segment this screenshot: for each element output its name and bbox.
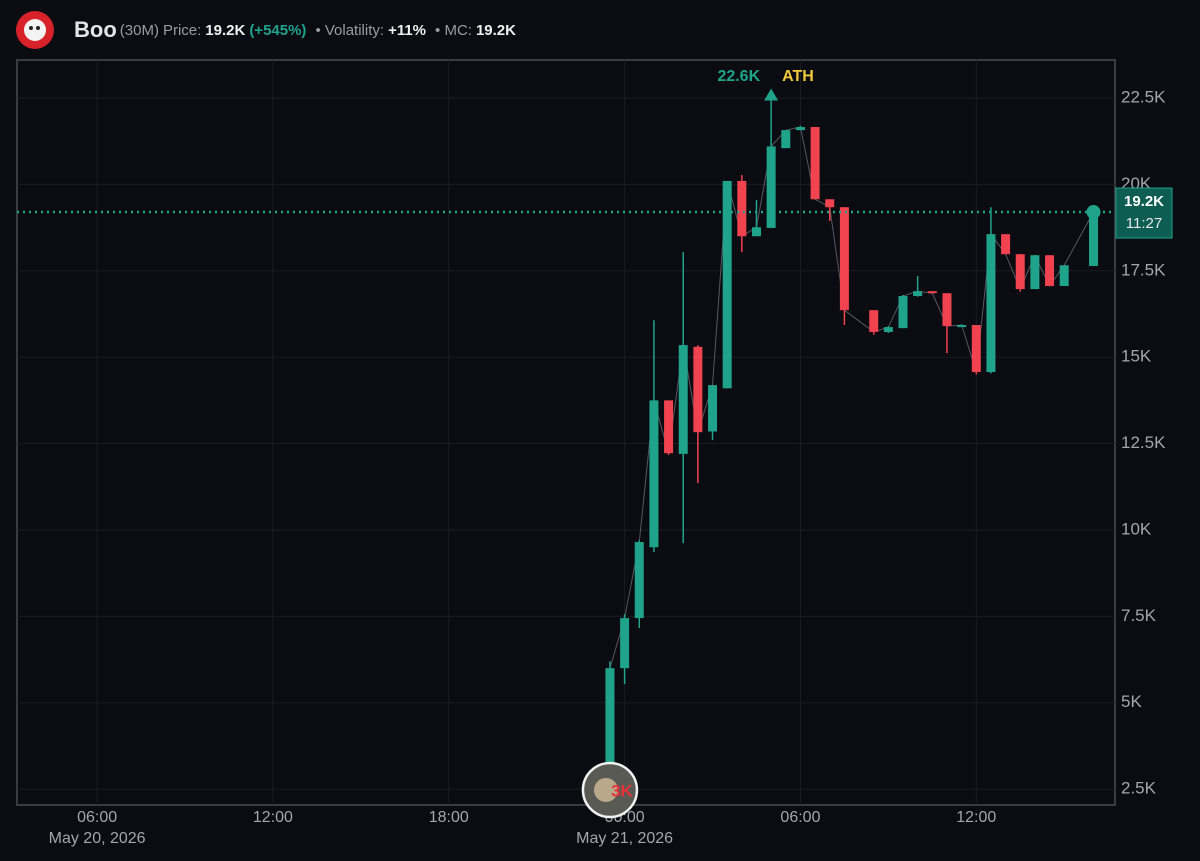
launch-marker-face: [593, 778, 618, 802]
candle-body: [971, 325, 981, 373]
launch-marker-label: 3K: [611, 781, 633, 800]
date-label: May 20, 2026: [49, 830, 146, 847]
price-tag-value: 19.2K: [1124, 193, 1164, 210]
candle-body: [605, 668, 615, 774]
volatility-label: • Volatility:: [315, 22, 384, 39]
token-name: Boo: [74, 17, 117, 42]
last-price-dot: [1086, 205, 1101, 220]
y-tick-label: 17.5K: [1121, 260, 1166, 279]
candle-body: [957, 325, 967, 328]
x-tick-label: 06:00: [780, 809, 820, 826]
y-tick-label: 7.5K: [1121, 606, 1157, 625]
candle-body: [913, 291, 923, 297]
interval: (30M): [120, 22, 159, 39]
candle-body: [620, 618, 630, 669]
x-tick-label: 18:00: [429, 809, 469, 826]
y-tick-label: 5K: [1121, 692, 1142, 711]
candle-body: [737, 180, 747, 237]
candle-body: [839, 207, 849, 311]
y-tick-label: 12.5K: [1121, 433, 1166, 452]
y-tick-label: 22.5K: [1121, 87, 1166, 106]
x-tick-label: 12:00: [253, 809, 293, 826]
y-tick-label: 15K: [1121, 347, 1152, 366]
ath-marker: [764, 88, 779, 101]
x-tick-label: 12:00: [956, 809, 996, 826]
header: Boo (30M) Price: 19.2K (+545%) • Volatility: +…: [74, 17, 516, 42]
candle-body: [1030, 255, 1040, 290]
candle-body: [693, 346, 703, 433]
candle-body: [1045, 255, 1055, 286]
y-tick-label: 10K: [1121, 519, 1152, 538]
token-avatar: [16, 11, 54, 49]
ath-tag: ATH: [782, 68, 814, 85]
candle-body: [634, 542, 644, 619]
candle-body: [781, 130, 791, 149]
candle-body: [1059, 265, 1069, 286]
grid: [17, 60, 1115, 805]
candle-body: [810, 127, 820, 200]
x-tick-label: 06:00: [77, 809, 117, 826]
candle-body: [1089, 212, 1099, 266]
ath-value: 22.6K: [717, 68, 760, 85]
candle-body: [751, 227, 761, 237]
candle-body: [1015, 254, 1025, 290]
candle-body: [1001, 234, 1011, 255]
candle-body: [708, 385, 718, 432]
date-label: May 21, 2026: [576, 830, 673, 847]
candle-body: [883, 327, 893, 332]
candle-body: [722, 180, 732, 389]
price-label: Price:: [163, 22, 201, 39]
mc-label: • MC:: [435, 22, 472, 39]
plot-frame: [16, 59, 1116, 806]
market-cap: 19.2K: [476, 22, 516, 39]
volatility: +11%: [388, 22, 426, 39]
price-tag-time: 11:27: [1126, 215, 1162, 232]
candle-body: [766, 146, 776, 228]
candle-body: [927, 291, 937, 294]
change: (+545%): [249, 22, 306, 39]
candle-body: [869, 310, 879, 332]
price: 19.2K: [205, 22, 245, 39]
price-tag: [1115, 187, 1173, 239]
candle-body: [942, 293, 952, 327]
candle-body: [649, 400, 659, 548]
candle-body: [986, 234, 996, 373]
candle-body: [678, 345, 688, 454]
candle-body: [664, 400, 674, 454]
y-tick-label: 2.5K: [1121, 779, 1157, 798]
candle-body: [825, 199, 835, 208]
candle-body: [898, 296, 908, 329]
candle-body: [795, 127, 805, 131]
